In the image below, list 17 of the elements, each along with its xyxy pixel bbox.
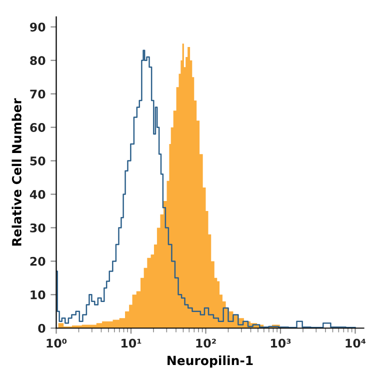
y-tick-label: 20 [30, 256, 46, 266]
x-tick-label: 10⁴ [346, 338, 366, 348]
x-axis-title: Neuropilin-1 [168, 356, 253, 368]
x-tick-label: 10⁰ [46, 338, 67, 348]
y-tick-label: 60 [30, 123, 46, 132]
y-tick-label: 10 [30, 290, 46, 300]
x-tick-label: 10³ [271, 338, 291, 348]
y-tick-label: 30 [30, 223, 46, 232]
x-tick-label: 10¹ [122, 338, 142, 348]
y-tick-label: 90 [30, 22, 46, 32]
y-tick-label: 50 [30, 156, 46, 166]
y-tick-label: 40 [30, 190, 46, 199]
y-tick-label: 0 [38, 324, 46, 333]
y-axis-title: Relative Cell Number [12, 98, 22, 246]
x-tick-label: 10² [196, 338, 216, 348]
y-tick-label: 80 [30, 56, 46, 66]
y-tick-label: 70 [30, 90, 46, 99]
